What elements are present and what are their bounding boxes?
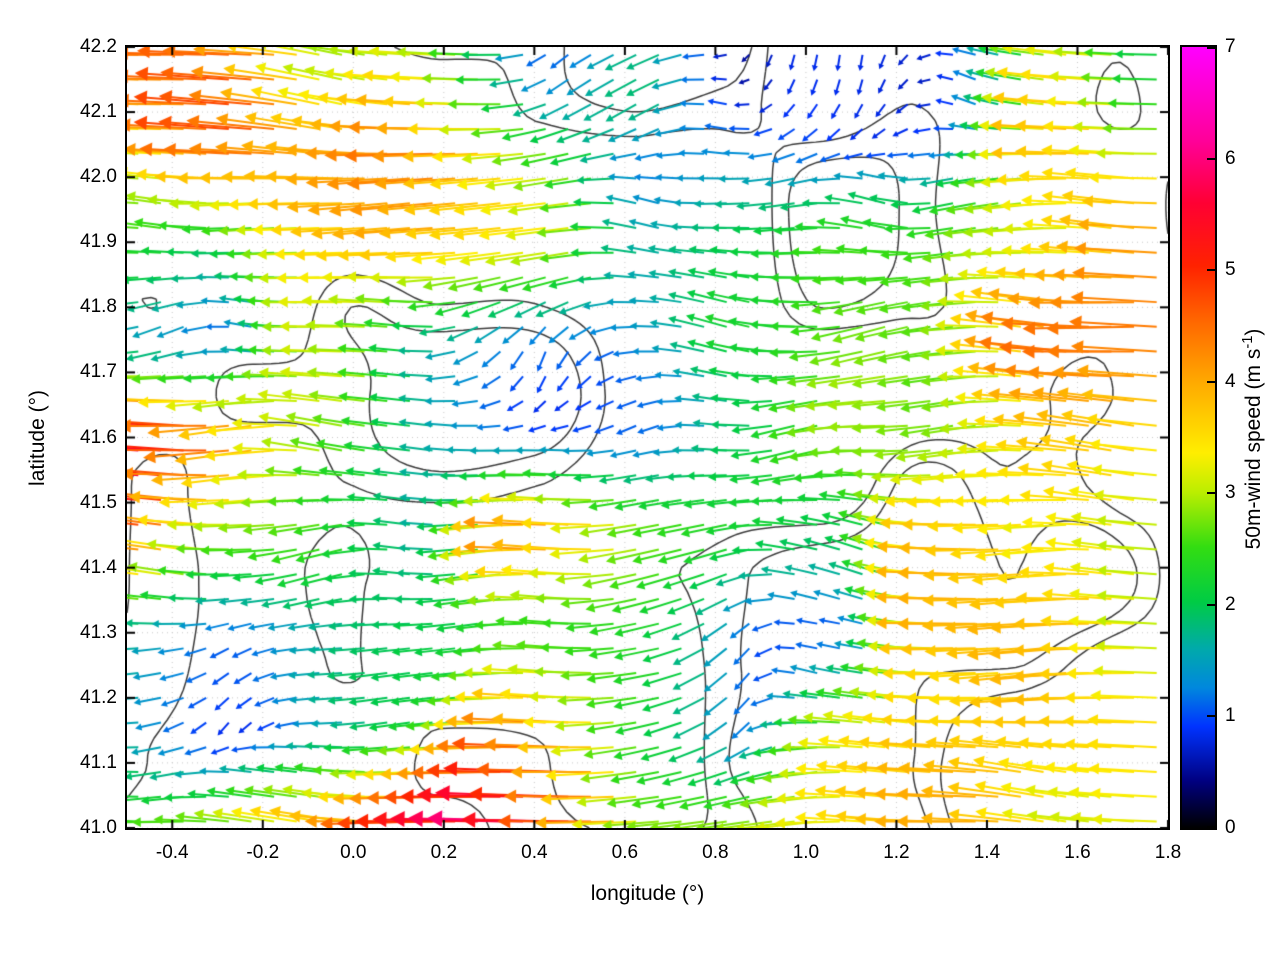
y-tick-label: 41.8 [80,296,117,318]
y-tick-label: 41.3 [80,621,117,643]
colorbar-tick-label: 3 [1225,482,1236,504]
y-tick-label: 41.0 [80,817,117,838]
colorbar-tick-mark [1207,826,1215,828]
x-tick-label: 1.4 [973,842,1001,863]
y-axis-label: latitude (°) [26,390,49,486]
colorbar-label-text: 50m-wind speed (m s [1242,348,1265,550]
x-tick-label: 0.0 [340,842,367,863]
colorbar-label-superscript: -1 [1240,335,1256,349]
x-tick-label: -0.2 [246,842,280,863]
x-tick-label: 1.0 [792,842,820,863]
colorbar-tick-mark [1207,492,1215,495]
y-tick-label: 41.5 [80,491,117,513]
colorbar-tick-mark [1207,603,1215,606]
x-tick-label: 0.8 [702,842,729,863]
y-tick-label: 42.0 [80,166,117,188]
y-tick-label: 42.2 [80,36,117,57]
plot-area [125,45,1170,830]
colorbar-label: 50m-wind speed (m s-1) [1240,139,1266,739]
colorbar-tick-label: 5 [1225,259,1236,281]
x-tick-label: 1.2 [883,842,910,863]
x-tick-label: 1.6 [1064,842,1091,863]
colorbar-tick-mark [1207,380,1215,383]
colorbar [1180,45,1217,830]
x-axis-label: longitude (°) [590,882,705,905]
colorbar-tick-mark [1207,715,1215,718]
x-tick-label: 1.8 [1154,842,1182,863]
colorbar-label-suffix: ) [1242,328,1265,336]
y-tick-label: 41.4 [80,556,117,578]
plot-canvas [127,47,1168,828]
x-tick-label: -0.4 [155,842,189,863]
y-tick-label: 41.7 [80,361,117,383]
y-tick-label: 41.2 [80,686,117,708]
y-tick-label: 42.1 [80,101,117,123]
x-tick-label: 0.2 [430,842,458,863]
colorbar-tick-mark [1207,157,1215,160]
x-tick-label: 0.6 [611,842,639,863]
y-tick-label: 41.1 [80,751,117,773]
colorbar-tick-label: 2 [1225,593,1236,615]
y-tick-label: 41.6 [80,426,117,448]
y-tick-label: 41.9 [80,231,117,253]
colorbar-tick-label: 0 [1225,817,1236,838]
colorbar-tick-mark [1207,269,1215,272]
colorbar-tick-label: 6 [1225,147,1236,169]
colorbar-tick-mark [1207,47,1215,49]
colorbar-tick-label: 7 [1225,36,1236,57]
colorbar-tick-label: 4 [1225,370,1236,392]
x-tick-label: 0.4 [521,842,548,863]
colorbar-tick-label: 1 [1225,705,1236,727]
